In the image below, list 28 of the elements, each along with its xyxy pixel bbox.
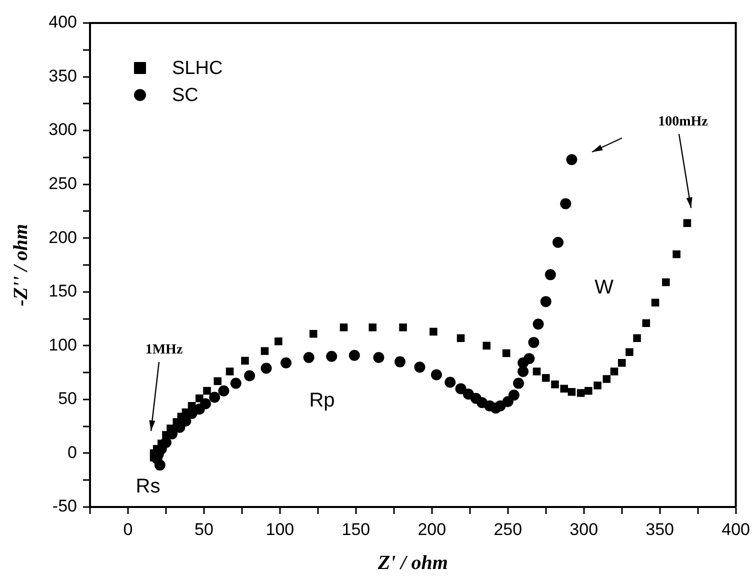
y-tick-label: 200 bbox=[48, 228, 77, 247]
x-tick-label: 50 bbox=[194, 520, 214, 539]
y-tick-label: 400 bbox=[48, 12, 77, 32]
x-tick-label: 300 bbox=[570, 520, 598, 539]
y-tick-label: 0 bbox=[68, 442, 77, 462]
x-tick-label: 150 bbox=[342, 520, 370, 539]
x-axis-title: Z' / ohm bbox=[376, 552, 448, 574]
legend-label: SLHC bbox=[172, 58, 223, 80]
x-tick-label: 200 bbox=[418, 520, 446, 539]
y-tick-label: 250 bbox=[48, 174, 77, 194]
annotation: Rp bbox=[309, 390, 335, 412]
x-tick-label: 350 bbox=[646, 520, 674, 539]
annotation: Rs bbox=[136, 476, 160, 498]
annotation: W bbox=[594, 276, 614, 299]
x-tick-label: 400 bbox=[722, 520, 750, 539]
y-tick-label: 50 bbox=[58, 389, 77, 408]
y-axis-title: -Z'' / ohm bbox=[10, 224, 32, 306]
x-tick-label: 250 bbox=[494, 520, 522, 539]
legend-label: SC bbox=[172, 85, 198, 106]
annotation: 1MHz bbox=[145, 342, 183, 358]
y-tick-label: 100 bbox=[48, 335, 77, 354]
y-tick-label: 150 bbox=[48, 282, 77, 301]
x-tick-label: 100 bbox=[266, 520, 294, 539]
y-tick-label: -50 bbox=[52, 496, 77, 516]
x-tick-label: 0 bbox=[123, 520, 133, 539]
y-tick-label: 350 bbox=[48, 66, 77, 86]
y-tick-label: 300 bbox=[48, 120, 77, 140]
annotation: 100mHz bbox=[658, 114, 708, 130]
